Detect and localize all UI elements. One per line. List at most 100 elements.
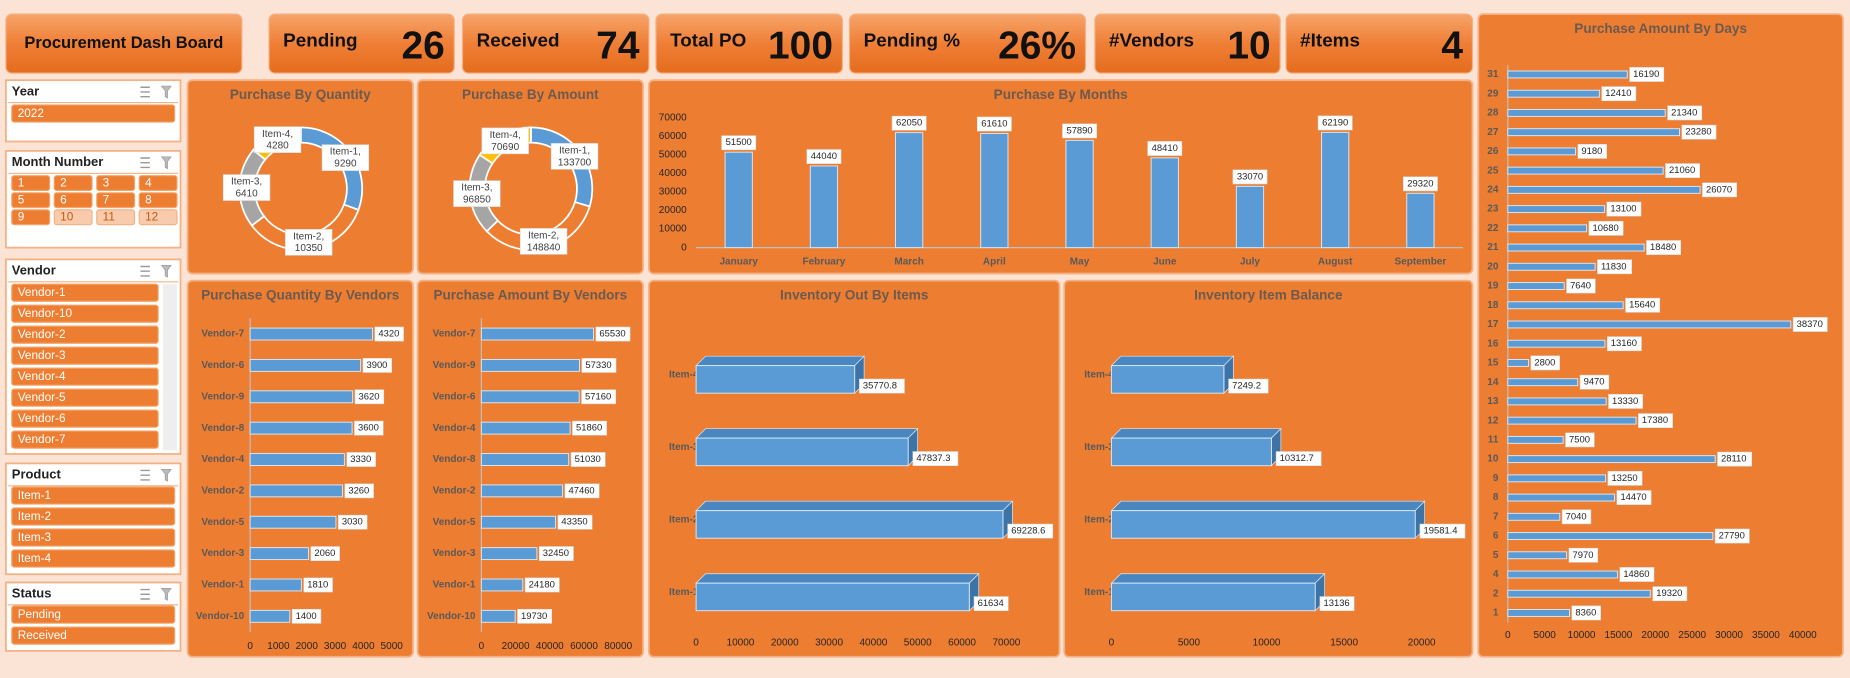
x-tick-label: 3000	[324, 641, 347, 652]
slicer-item	[53, 209, 93, 226]
y-tick-label: Vendor-7	[433, 329, 476, 340]
data-label: 4320	[378, 328, 399, 339]
data-label-box	[524, 577, 560, 593]
bar-top	[1110, 500, 1426, 511]
bar	[1507, 493, 1616, 502]
bar	[249, 515, 337, 529]
bar-top	[695, 573, 980, 584]
data-label-box	[1646, 240, 1681, 255]
data-label: 1400	[296, 610, 317, 621]
y-tick-label: 25	[1487, 165, 1499, 176]
data-label: 17380	[1642, 414, 1668, 425]
y-tick-label: 1	[1493, 608, 1499, 619]
slicer-item-label: Vendor-4	[18, 370, 66, 383]
x-tick-label: 70000	[992, 637, 1020, 648]
data-label: 35770.8	[863, 380, 897, 391]
data-label: 47460	[568, 484, 594, 495]
y-tick-label: Vendor-10	[427, 611, 476, 622]
x-tick-label: September	[1395, 256, 1447, 267]
slicer-item	[11, 367, 159, 386]
data-label-box	[285, 229, 333, 256]
y-tick-label: 27	[1487, 127, 1499, 138]
x-tick-label: 35000	[1752, 630, 1780, 641]
bar	[249, 358, 362, 372]
slicer-item-label: 7	[103, 194, 110, 207]
data-label-line: 6410	[235, 188, 258, 199]
data-label-line: Item-1,	[559, 145, 590, 156]
data-label-box	[1566, 278, 1596, 294]
bar	[480, 578, 524, 592]
data-label: Item-4, 4280	[262, 128, 293, 151]
y-tick-label: Item-1	[1084, 587, 1114, 598]
data-label-line: Item-4,	[262, 128, 293, 139]
kpi-label: Total PO	[670, 29, 746, 50]
slicer-item	[11, 605, 176, 624]
data-label-box	[1275, 451, 1322, 466]
data-label-box	[595, 326, 631, 342]
slicer-item-label: 2	[60, 176, 67, 189]
data-label-box	[570, 452, 606, 467]
bar	[1507, 166, 1664, 175]
y-tick-label: Vendor-9	[201, 391, 244, 402]
slicer-item-label: Vendor-5	[18, 391, 66, 404]
data-label: Item-3, 96850	[461, 182, 492, 205]
bar	[1507, 224, 1588, 233]
bar	[1507, 474, 1607, 483]
data-label-box	[1007, 523, 1054, 539]
data-label-box	[564, 483, 600, 499]
y-tick-label: 5	[1493, 550, 1499, 561]
y-tick-label: Vendor-9	[433, 360, 476, 371]
data-label: 28110	[1721, 453, 1747, 464]
y-tick-label: 40000	[659, 168, 687, 179]
data-label-box	[572, 420, 607, 436]
bar	[1507, 589, 1651, 598]
bar	[249, 484, 343, 498]
bar	[1110, 510, 1416, 539]
bar	[1321, 131, 1350, 249]
data-label: Item-2, 10350	[293, 231, 324, 254]
data-label-box	[1638, 413, 1673, 429]
x-tick-label: 80000	[604, 641, 632, 652]
bar	[695, 437, 909, 467]
slicer-item-label: 6	[60, 194, 67, 207]
slicer-item	[138, 209, 178, 226]
data-label-box	[1607, 470, 1643, 486]
kpi-value: 100	[768, 25, 833, 68]
data-label-box	[321, 144, 370, 171]
data-label: 57330	[585, 359, 611, 370]
data-label: 19730	[521, 610, 547, 621]
bar	[1507, 89, 1600, 98]
x-tick-label: April	[983, 256, 1006, 267]
kpi-value: 10	[1227, 25, 1270, 68]
clear-filter-icon	[160, 588, 172, 601]
bar	[1507, 301, 1624, 310]
multi-select-icon	[140, 469, 150, 481]
slicer-item	[11, 388, 159, 407]
data-label: 69228.6	[1011, 525, 1045, 536]
data-label: Item-2, 148840	[527, 230, 561, 253]
x-tick-label: March	[894, 256, 924, 267]
data-label: 2060	[314, 547, 335, 558]
chart-title: Purchase By Months	[994, 87, 1128, 102]
slicer-item-label: Item-1	[18, 489, 51, 502]
chart-panel	[186, 279, 414, 658]
data-label-box	[310, 546, 340, 561]
y-tick-label: Vendor-3	[201, 548, 244, 559]
slicer-item	[96, 209, 136, 226]
data-label: 16190	[1633, 68, 1659, 79]
bar	[249, 609, 291, 623]
bar	[249, 390, 354, 404]
slicer-item	[11, 528, 176, 547]
chart-panel	[416, 79, 644, 275]
kpi-card	[268, 13, 455, 74]
data-label-line: Item-4,	[490, 130, 521, 141]
kpi-value: 4	[1441, 25, 1463, 68]
data-label: 51030	[575, 453, 601, 464]
data-label-box	[912, 451, 959, 466]
bar	[1507, 282, 1565, 290]
data-label: 13136	[1323, 597, 1349, 608]
data-label: 61610	[981, 118, 1007, 129]
bar	[1110, 582, 1316, 612]
data-label-box	[1568, 547, 1599, 563]
slicer-item	[138, 175, 178, 192]
